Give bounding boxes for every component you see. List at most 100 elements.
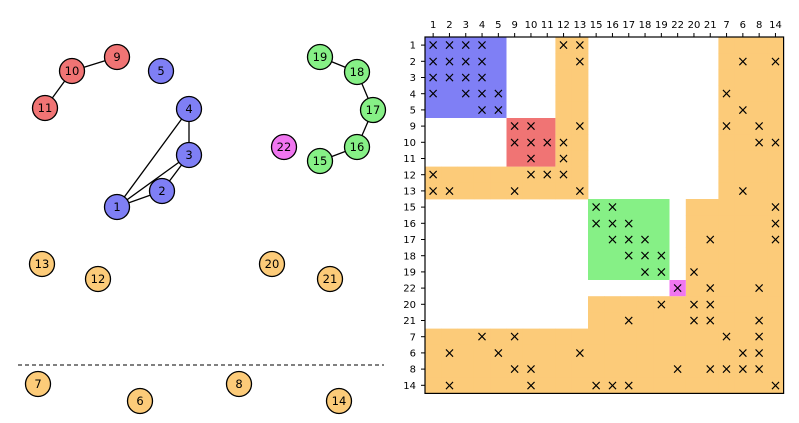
matrix-mark: × [574, 54, 586, 70]
matrix-mark: × [639, 264, 651, 280]
orange-cell [555, 134, 573, 151]
orange-cell [457, 328, 475, 346]
matrix-mark: × [525, 151, 537, 167]
node-9: 9 [103, 43, 131, 71]
matrix-mark: × [541, 135, 553, 151]
orange-cell [734, 328, 752, 346]
node-19: 19 [306, 43, 334, 71]
row-label: 21 [403, 316, 416, 327]
column-label: 9 [511, 20, 517, 31]
orange-cell [734, 150, 752, 167]
orange-cell [425, 361, 442, 378]
orange-cell [767, 166, 784, 184]
matrix-mark: × [655, 264, 667, 280]
orange-cell [767, 182, 784, 200]
orange-cell [604, 328, 621, 346]
matrix-mark: × [509, 183, 521, 199]
matrix-mark: × [444, 54, 456, 70]
orange-cell [718, 215, 736, 232]
orange-cell [685, 247, 703, 265]
orange-cell [571, 361, 589, 378]
orange-cell [571, 37, 589, 54]
column-label: 15 [590, 20, 603, 31]
orange-cell [473, 166, 491, 184]
orange-cell [751, 263, 768, 281]
node-label: 18 [350, 65, 365, 79]
matrix-mark: × [721, 362, 733, 378]
orange-cell [506, 166, 524, 184]
orange-cell [734, 377, 752, 394]
orange-cell [506, 377, 524, 394]
orange-cell [767, 231, 784, 248]
orange-cell [751, 377, 768, 394]
orange-cell [522, 328, 540, 346]
matrix-panel: × × × × × ×× × × × × × ×× × × ×× × × × ×× × ×× × × × ×× × × × × ×× ×× ×… [403, 20, 785, 394]
orange-cell [767, 296, 784, 313]
orange-cell [571, 118, 589, 135]
orange-cell [718, 344, 736, 362]
orange-cell [702, 280, 719, 297]
node-circle [126, 387, 154, 415]
orange-cell [767, 85, 784, 103]
orange-cell [734, 37, 752, 54]
orange-cell [539, 361, 556, 378]
orange-cell [620, 312, 638, 329]
node-label: 6 [136, 394, 143, 408]
node-label: 20 [265, 257, 280, 271]
orange-cell [685, 377, 703, 394]
matrix-mark: × [770, 216, 782, 232]
orange-cell [522, 361, 540, 378]
node-circle [325, 387, 353, 415]
node-circle [258, 250, 286, 278]
orange-cell [539, 328, 556, 346]
matrix-mark: × [753, 313, 765, 329]
node-11: 11 [31, 94, 59, 122]
node-circle [359, 96, 387, 124]
column-label: 8 [756, 20, 762, 31]
column-label: 10 [525, 20, 538, 31]
matrix-mark: × [574, 38, 586, 54]
orange-cell [669, 328, 687, 346]
orange-cell [702, 377, 719, 394]
matrix-mark: × [558, 167, 570, 183]
orange-cell [751, 118, 768, 135]
node-5: 5 [147, 57, 175, 85]
matrix-mark: × [607, 200, 619, 216]
orange-cell [767, 199, 784, 216]
orange-cell [685, 215, 703, 232]
orange-cell [522, 182, 540, 200]
matrix-mark: × [721, 329, 733, 345]
orange-cell [734, 215, 752, 232]
node-circle [343, 58, 371, 86]
orange-cell [734, 118, 752, 135]
orange-cell [669, 312, 687, 329]
node-circle [148, 177, 176, 205]
orange-cell [718, 150, 736, 167]
orange-cell [751, 101, 768, 119]
orange-cell [473, 182, 491, 200]
orange-cell [571, 134, 589, 151]
orange-cell [751, 182, 768, 200]
column-label: 7 [723, 20, 729, 31]
orange-cell [685, 361, 703, 378]
orange-cell [718, 231, 736, 248]
matrix-mark: × [492, 102, 504, 118]
orange-cell [425, 166, 442, 184]
orange-cell [457, 182, 475, 200]
column-label: 19 [655, 20, 668, 31]
node-4: 4 [175, 95, 203, 123]
orange-cell [702, 199, 719, 216]
matrix-mark: × [558, 135, 570, 151]
orange-cell [734, 53, 752, 70]
orange-cell [767, 215, 784, 232]
matrix-mark: × [704, 232, 716, 248]
node-label: 13 [35, 257, 50, 271]
node-circle [175, 141, 203, 169]
orange-cell [718, 166, 736, 184]
orange-cell [751, 361, 768, 378]
node-circle [28, 250, 56, 278]
orange-cell [636, 328, 654, 346]
matrix-mark: × [509, 362, 521, 378]
node-circle [103, 43, 131, 71]
